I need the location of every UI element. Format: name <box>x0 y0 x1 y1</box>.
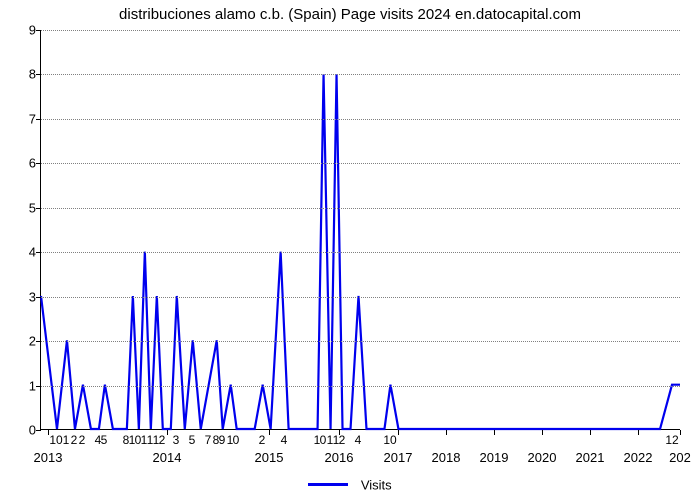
xtick-year-label: 2018 <box>432 450 461 465</box>
ytick-label: 9 <box>29 23 36 38</box>
legend-swatch <box>308 483 348 486</box>
ytick-label: 3 <box>29 289 36 304</box>
xtick-point-label: 2 <box>339 433 346 447</box>
gridline <box>41 208 680 209</box>
ytick-mark <box>36 119 41 120</box>
xtick-year-label: 2013 <box>34 450 63 465</box>
xtick-point-label: 2 <box>71 433 78 447</box>
xtick-mark <box>446 430 447 435</box>
xtick-year-label: 2020 <box>528 450 557 465</box>
gridline <box>41 74 680 75</box>
xtick-mark <box>680 430 681 435</box>
xtick-mark <box>638 430 639 435</box>
ytick-label: 6 <box>29 156 36 171</box>
xtick-point-label: 12 <box>665 433 678 447</box>
xtick-point-label: 1 <box>63 433 70 447</box>
ytick-mark <box>36 208 41 209</box>
xtick-point-label: 10 <box>383 433 396 447</box>
xtick-year-label: 2021 <box>576 450 605 465</box>
ytick-label: 7 <box>29 111 36 126</box>
xtick-point-label: 5 <box>101 433 108 447</box>
xtick-point-label: 7 <box>205 433 212 447</box>
gridline <box>41 297 680 298</box>
xtick-year-label: 2022 <box>624 450 653 465</box>
gridline <box>41 163 680 164</box>
xtick-point-label: 5 <box>189 433 196 447</box>
xtick-year-label: 2015 <box>255 450 284 465</box>
ytick-label: 8 <box>29 67 36 82</box>
xtick-point-label: 3 <box>173 433 180 447</box>
ytick-mark <box>36 163 41 164</box>
ytick-mark <box>36 341 41 342</box>
xtick-mark <box>269 430 270 435</box>
xtick-year-label: 2016 <box>325 450 354 465</box>
xtick-mark <box>494 430 495 435</box>
xtick-point-label: 0 <box>320 433 327 447</box>
gridline <box>41 341 680 342</box>
plot-area <box>40 30 680 430</box>
x-axis: 2013201420152016201720182019202020212022… <box>40 430 680 470</box>
xtick-point-label: 2 <box>159 433 166 447</box>
xtick-mark <box>167 430 168 435</box>
xtick-mark <box>590 430 591 435</box>
y-axis: 0123456789 <box>0 30 40 430</box>
gridline <box>41 119 680 120</box>
gridline <box>41 30 680 31</box>
ytick-mark <box>36 252 41 253</box>
ytick-label: 2 <box>29 334 36 349</box>
ytick-label: 4 <box>29 245 36 260</box>
ytick-mark <box>36 297 41 298</box>
gridline <box>41 252 680 253</box>
xtick-year-label: 2017 <box>384 450 413 465</box>
xtick-point-label: 10 <box>49 433 62 447</box>
chart-title: distribuciones alamo c.b. (Spain) Page v… <box>0 6 700 23</box>
ytick-label: 1 <box>29 378 36 393</box>
xtick-mark <box>398 430 399 435</box>
legend-label: Visits <box>361 477 392 492</box>
xtick-mark <box>542 430 543 435</box>
xtick-year-label: 202 <box>669 450 691 465</box>
ytick-mark <box>36 386 41 387</box>
xtick-point-label: 2 <box>259 433 266 447</box>
xtick-point-label: 4 <box>355 433 362 447</box>
line-series <box>41 30 680 429</box>
xtick-point-label: 4 <box>281 433 288 447</box>
xtick-year-label: 2019 <box>480 450 509 465</box>
legend: Visits <box>0 476 700 494</box>
gridline <box>41 386 680 387</box>
ytick-mark <box>36 74 41 75</box>
xtick-point-label: 9 <box>219 433 226 447</box>
ytick-mark <box>36 30 41 31</box>
xtick-point-label: 2 <box>79 433 86 447</box>
ytick-label: 5 <box>29 200 36 215</box>
xtick-point-label: 0 <box>233 433 240 447</box>
chart-container: distribuciones alamo c.b. (Spain) Page v… <box>0 0 700 500</box>
xtick-year-label: 2014 <box>153 450 182 465</box>
ytick-label: 0 <box>29 423 36 438</box>
